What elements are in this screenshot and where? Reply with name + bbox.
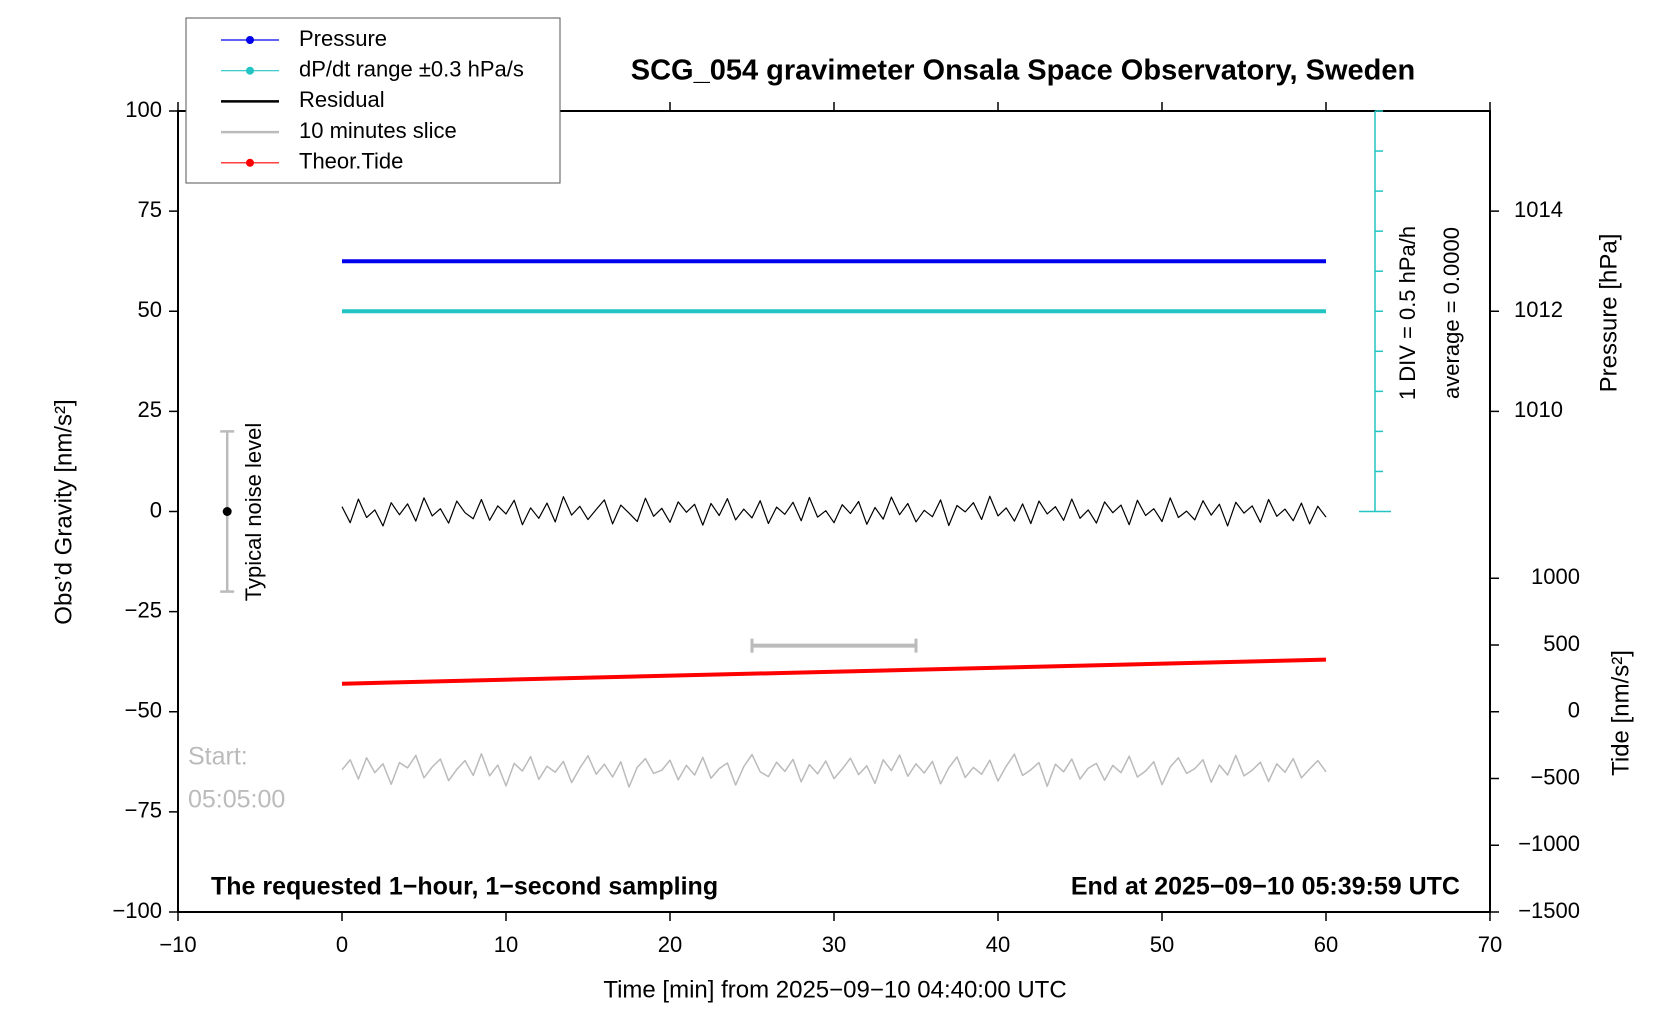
legend-label: dP/dt range ±0.3 hPa/s: [299, 57, 524, 82]
y-tick-label: 0: [150, 497, 162, 522]
y3-tick-label: 1000: [1531, 564, 1580, 589]
x-tick-label: 70: [1478, 932, 1502, 957]
annotation: 1 DIV = 0.5 hPa/h: [1395, 226, 1420, 400]
y3-axis-label: Tide [nm/s²]: [1607, 650, 1634, 776]
y-tick-label: −50: [125, 698, 162, 723]
annotation: Start:: [188, 743, 248, 771]
annotation: End at 2025−09−10 05:39:59 UTC: [1071, 873, 1460, 901]
y3-tick-label: −500: [1530, 764, 1580, 789]
legend-label: Residual: [299, 87, 385, 112]
series-line: [341, 495, 1327, 527]
annotation: 05:05:00: [188, 786, 285, 814]
y-tick-label: 100: [125, 97, 162, 122]
x-tick-label: −10: [159, 932, 196, 957]
x-tick-label: 10: [494, 932, 518, 957]
noise-center: [222, 507, 232, 516]
legend-label: 10 minutes slice: [299, 118, 457, 143]
y-tick-label: 75: [138, 197, 162, 222]
x-tick-label: 40: [986, 932, 1010, 957]
x-axis-label: Time [min] from 2025−09−10 04:40:00 UTC: [603, 976, 1066, 1003]
noise-label: Typical noise level: [241, 423, 266, 602]
y2-axis-label: Pressure [hPa]: [1595, 234, 1622, 393]
chart-title: SCG_054 gravimeter Onsala Space Observat…: [631, 55, 1415, 87]
y3-tick-label: −1000: [1518, 831, 1580, 856]
y-tick-label: −100: [112, 898, 162, 923]
legend-label: Theor.Tide: [299, 149, 403, 174]
legend-marker: [246, 36, 254, 44]
y-axis-label: Obs’d Gravity [nm/s²]: [50, 399, 77, 624]
y3-tick-label: 0: [1568, 698, 1580, 723]
y3-tick-label: −1500: [1518, 898, 1580, 923]
x-tick-label: 30: [822, 932, 846, 957]
y2-tick-label: 1012: [1514, 297, 1563, 322]
plot-frame: [177, 110, 1491, 913]
y-tick-label: −25: [125, 597, 162, 622]
x-tick-label: 20: [658, 932, 682, 957]
y2-tick-label: 1010: [1514, 397, 1563, 422]
y-tick-label: 25: [138, 397, 162, 422]
x-tick-label: 50: [1150, 932, 1174, 957]
y2-tick-label: 1014: [1514, 197, 1563, 222]
legend-marker: [246, 158, 254, 167]
y3-tick-label: 500: [1543, 631, 1580, 656]
legend-marker: [246, 66, 254, 75]
annotation: The requested 1−hour, 1−second sampling: [211, 873, 718, 901]
series-line: [341, 753, 1327, 788]
x-tick-label: 60: [1314, 932, 1338, 957]
series-line: [341, 657, 1327, 686]
annotation: average = 0.0000: [1439, 227, 1464, 399]
y-tick-label: 50: [138, 297, 162, 322]
x-tick-label: 0: [336, 932, 348, 957]
y-tick-label: −75: [125, 798, 162, 823]
legend-label: Pressure: [299, 26, 387, 51]
